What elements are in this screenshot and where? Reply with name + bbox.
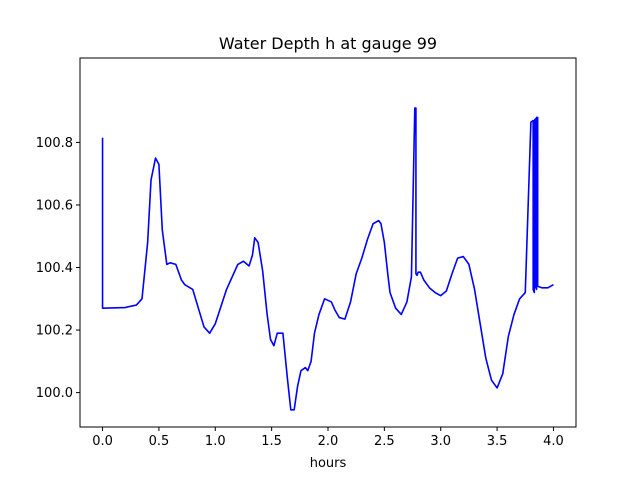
series-line-0 [101, 107, 554, 411]
x-tick-label: 1.0 [205, 434, 226, 449]
x-tick-label: 3.5 [487, 434, 508, 449]
y-tick-label: 100.4 [36, 261, 73, 276]
x-tick-label: 1.5 [261, 434, 282, 449]
y-tick-label: 100.2 [36, 324, 73, 339]
x-axis: 0.0 0.5 1.0 1.5 2.0 2.5 3.0 3.5 4.0 [92, 427, 564, 449]
x-tick-label: 2.0 [318, 434, 339, 449]
x-axis-label: hours [310, 456, 347, 471]
chart-title: Water Depth h at gauge 99 [219, 34, 437, 53]
x-tick-label: 0.5 [149, 434, 170, 449]
x-tick-label: 2.5 [374, 434, 395, 449]
y-axis: 100.0 100.2 100.4 100.6 100.8 [36, 136, 80, 401]
y-tick-label: 100.8 [36, 136, 73, 151]
x-tick-label: 3.0 [430, 434, 451, 449]
y-tick-label: 100.6 [36, 198, 73, 213]
x-tick-label: 4.0 [543, 434, 564, 449]
y-tick-label: 100.0 [36, 386, 73, 401]
x-tick-label: 0.0 [92, 434, 113, 449]
